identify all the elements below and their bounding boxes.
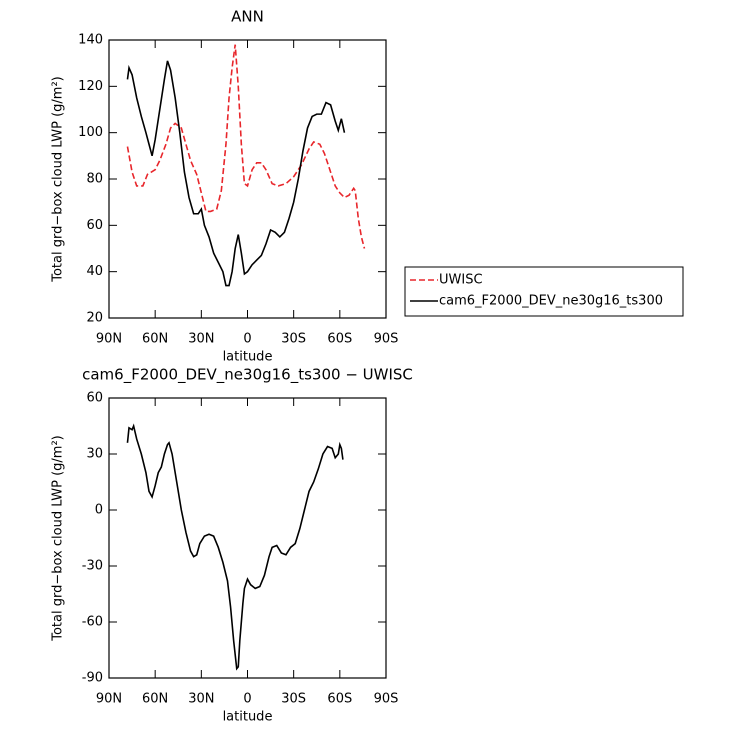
x-axis-label: latitude bbox=[223, 710, 273, 725]
x-tick-label: 0 bbox=[243, 692, 251, 707]
legend-label: UWISC bbox=[439, 273, 483, 288]
x-tick-label: 60S bbox=[327, 692, 352, 707]
plot-frame bbox=[108, 39, 387, 319]
x-tick-label: 60N bbox=[142, 332, 168, 347]
y-axis-label: Total grd−box cloud LWP (g/m²) bbox=[51, 435, 66, 642]
x-tick-label: 30N bbox=[188, 692, 214, 707]
chart-title: cam6_F2000_DEV_ne30g16_ts300 − UWISC bbox=[82, 366, 413, 385]
y-tick-label: 40 bbox=[86, 264, 103, 279]
legend-label: cam6_F2000_DEV_ne30g16_ts300 bbox=[439, 294, 663, 309]
x-tick-label: 30S bbox=[281, 692, 306, 707]
x-tick-label: 60S bbox=[327, 332, 352, 347]
y-tick-label: 80 bbox=[86, 172, 103, 187]
y-tick-label: -60 bbox=[82, 615, 103, 630]
data-line bbox=[126, 44, 366, 249]
plot-frame bbox=[108, 397, 387, 679]
x-tick-label: 30N bbox=[188, 332, 214, 347]
y-tick-label: 60 bbox=[86, 218, 103, 233]
x-tick-label: 90N bbox=[96, 332, 122, 347]
y-tick-label: 0 bbox=[95, 503, 103, 518]
y-tick-label: -90 bbox=[82, 671, 103, 686]
y-tick-label: 60 bbox=[86, 391, 103, 406]
data-line bbox=[126, 423, 344, 671]
data-line bbox=[126, 60, 346, 287]
chart-title: ANN bbox=[231, 8, 264, 26]
y-tick-label: 100 bbox=[78, 125, 103, 140]
y-axis-label: Total grd−box cloud LWP (g/m²) bbox=[51, 76, 66, 283]
y-tick-label: 120 bbox=[78, 79, 103, 94]
legend-box bbox=[404, 266, 684, 317]
x-tick-label: 90S bbox=[374, 692, 399, 707]
x-tick-label: 30S bbox=[281, 332, 306, 347]
x-tick-label: 0 bbox=[243, 332, 251, 347]
y-tick-label: 20 bbox=[86, 311, 103, 326]
x-tick-label: 90N bbox=[96, 692, 122, 707]
x-axis-label: latitude bbox=[223, 350, 273, 365]
y-tick-label: 30 bbox=[86, 447, 103, 462]
x-tick-label: 60N bbox=[142, 692, 168, 707]
y-tick-label: 140 bbox=[78, 33, 103, 48]
y-tick-label: -30 bbox=[82, 559, 103, 574]
x-tick-label: 90S bbox=[374, 332, 399, 347]
